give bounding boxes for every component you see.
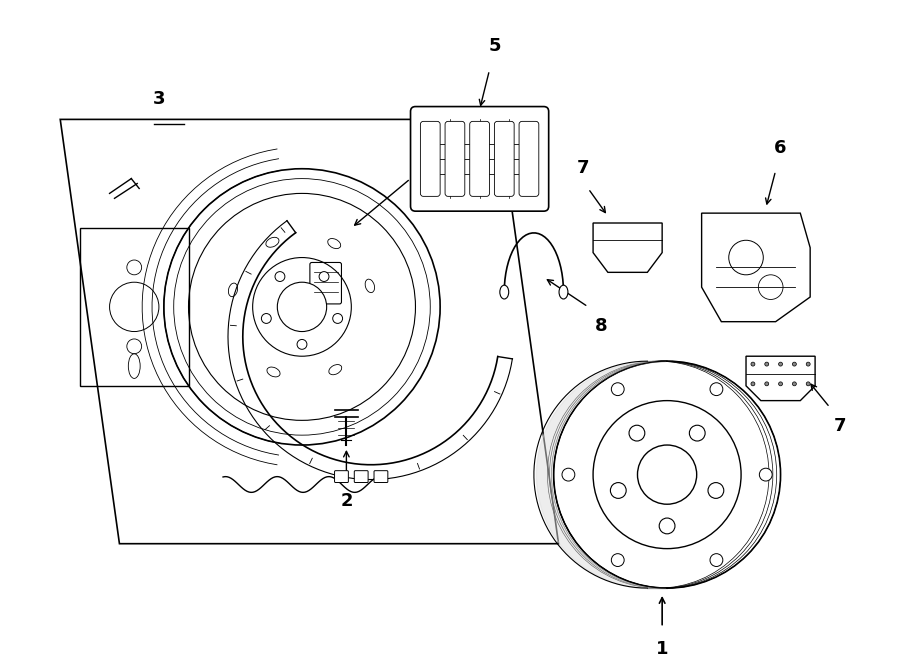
Ellipse shape bbox=[765, 362, 769, 366]
Ellipse shape bbox=[559, 285, 568, 299]
Ellipse shape bbox=[277, 282, 327, 332]
Ellipse shape bbox=[760, 468, 772, 481]
Ellipse shape bbox=[778, 382, 782, 386]
Ellipse shape bbox=[659, 518, 675, 534]
Text: 7: 7 bbox=[833, 417, 846, 436]
Ellipse shape bbox=[275, 272, 285, 282]
Ellipse shape bbox=[710, 554, 723, 566]
Ellipse shape bbox=[611, 383, 625, 395]
Ellipse shape bbox=[778, 362, 782, 366]
FancyBboxPatch shape bbox=[420, 122, 440, 196]
Ellipse shape bbox=[806, 382, 810, 386]
Ellipse shape bbox=[562, 468, 575, 481]
Ellipse shape bbox=[297, 340, 307, 349]
Text: 8: 8 bbox=[595, 317, 608, 334]
FancyBboxPatch shape bbox=[494, 122, 514, 196]
Ellipse shape bbox=[261, 313, 271, 323]
Ellipse shape bbox=[751, 382, 755, 386]
Ellipse shape bbox=[637, 445, 697, 504]
Ellipse shape bbox=[593, 401, 741, 549]
FancyBboxPatch shape bbox=[470, 122, 490, 196]
FancyBboxPatch shape bbox=[410, 106, 549, 211]
FancyBboxPatch shape bbox=[519, 122, 539, 196]
FancyBboxPatch shape bbox=[355, 471, 368, 483]
Text: 2: 2 bbox=[340, 492, 353, 510]
Ellipse shape bbox=[610, 483, 626, 498]
Ellipse shape bbox=[333, 313, 343, 323]
Text: 6: 6 bbox=[774, 139, 787, 157]
Ellipse shape bbox=[689, 425, 705, 441]
Text: 1: 1 bbox=[656, 641, 669, 658]
Ellipse shape bbox=[792, 362, 796, 366]
Text: 3: 3 bbox=[153, 89, 166, 108]
Ellipse shape bbox=[806, 362, 810, 366]
Text: 5: 5 bbox=[488, 37, 500, 56]
Ellipse shape bbox=[611, 554, 625, 566]
Text: 4: 4 bbox=[419, 146, 432, 164]
Ellipse shape bbox=[792, 382, 796, 386]
Ellipse shape bbox=[500, 285, 508, 299]
Ellipse shape bbox=[320, 272, 329, 282]
Ellipse shape bbox=[765, 382, 769, 386]
Ellipse shape bbox=[708, 483, 724, 498]
Text: 7: 7 bbox=[577, 159, 590, 176]
Ellipse shape bbox=[710, 383, 723, 395]
FancyBboxPatch shape bbox=[374, 471, 388, 483]
Ellipse shape bbox=[751, 362, 755, 366]
Ellipse shape bbox=[164, 169, 440, 445]
Ellipse shape bbox=[554, 361, 780, 588]
FancyBboxPatch shape bbox=[335, 471, 348, 483]
FancyBboxPatch shape bbox=[446, 122, 464, 196]
Ellipse shape bbox=[629, 425, 644, 441]
